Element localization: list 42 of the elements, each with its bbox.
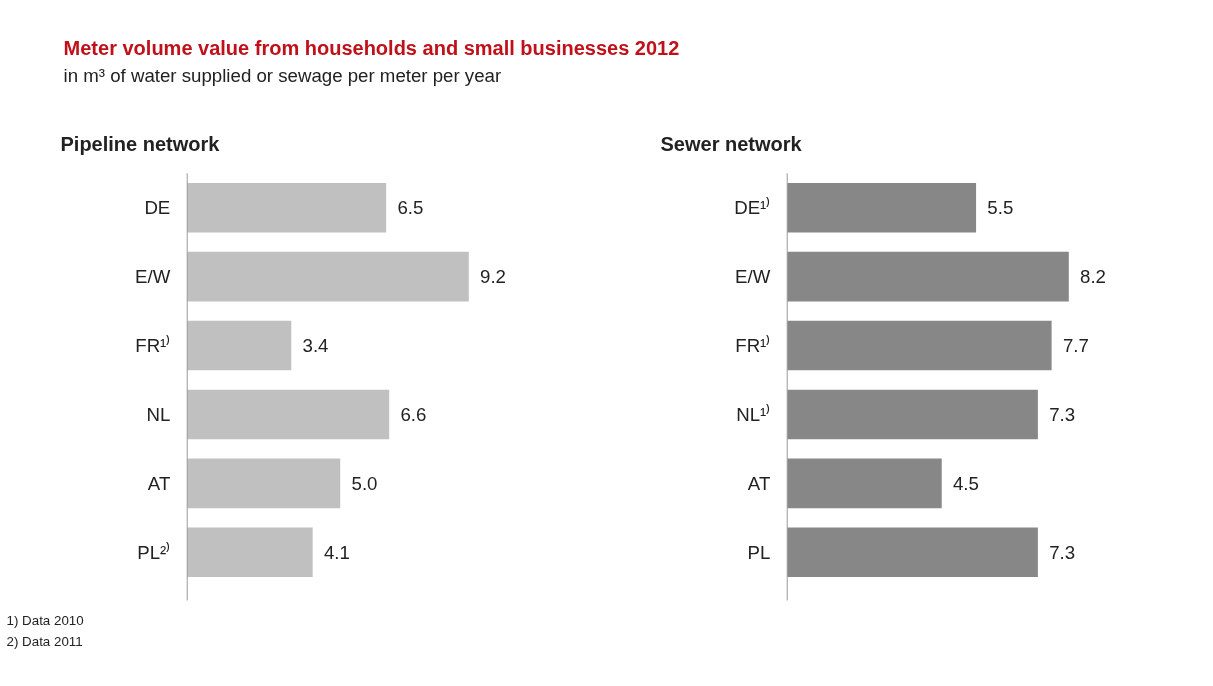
y-tick-label: FR¹⁾ (135, 335, 171, 357)
y-tick-label: DE¹⁾ (734, 197, 771, 219)
y-tick-label: AT (147, 472, 171, 494)
y-tick-label: PL (747, 541, 771, 563)
bar (787, 320, 1052, 371)
bar (187, 527, 313, 578)
text: in m³ of water supplied or sewage per meter per year (63, 65, 502, 86)
data-label: 5.5 (987, 197, 1014, 219)
bar (787, 251, 1069, 302)
data-label: 4.1 (323, 541, 350, 563)
y-tick-label: AT (747, 472, 771, 494)
chart-title: Pipeline network (60, 132, 221, 155)
data-label: 3.4 (302, 335, 329, 357)
bar (187, 320, 292, 371)
data-label: 4.5 (953, 472, 979, 494)
y-tick-label: E/W (735, 266, 771, 288)
y-tick-label: FR¹⁾ (735, 335, 771, 357)
bar (787, 389, 1038, 440)
text: 1) Data 2010 (6, 613, 84, 628)
bar (787, 458, 942, 509)
data-label: 5.0 (351, 472, 378, 494)
data-label: 9.2 (480, 266, 506, 288)
y-tick-label: E/W (135, 266, 171, 288)
bar (187, 251, 469, 302)
data-label: 6.5 (397, 197, 424, 219)
bar (187, 182, 387, 233)
bar (787, 527, 1038, 578)
text: Meter volume value from households and small businesses 2012 (63, 37, 680, 59)
y-tick-label: NL¹⁾ (736, 403, 771, 425)
data-label: 7.3 (1049, 403, 1076, 425)
y-tick-label: NL (146, 403, 171, 425)
y-tick-label: PL²⁾ (137, 541, 171, 563)
bar (187, 458, 341, 509)
data-label: 6.6 (400, 403, 427, 425)
y-tick-label: DE (144, 197, 171, 219)
text: 2) Data 2011 (6, 634, 83, 649)
bar (187, 389, 390, 440)
data-label: 7.3 (1049, 541, 1076, 563)
data-label: 7.7 (1062, 335, 1089, 357)
chart-title: Sewer network (660, 132, 803, 155)
bar (787, 182, 977, 233)
data-label: 8.2 (1080, 266, 1106, 288)
